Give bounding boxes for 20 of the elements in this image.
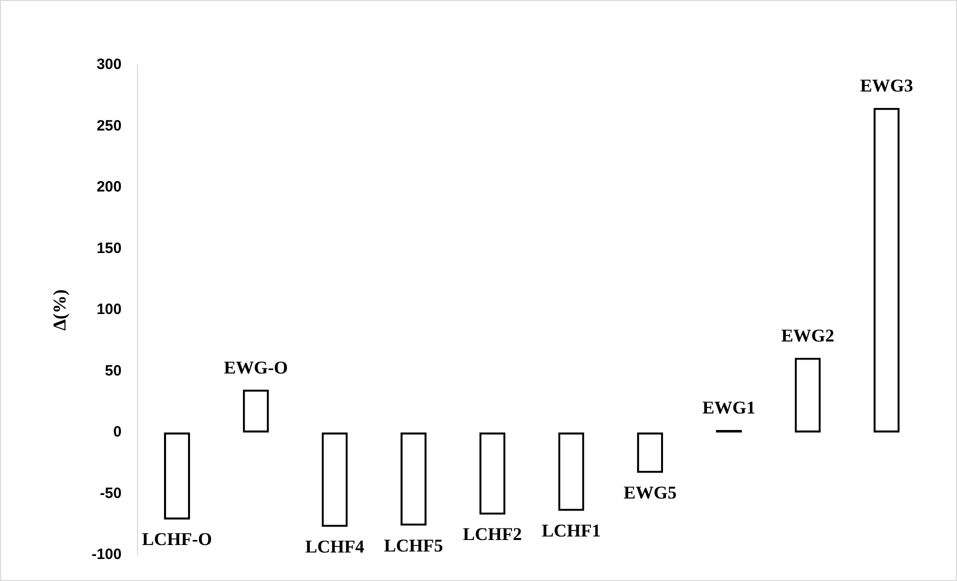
x-tick-label: EWG2 xyxy=(781,325,834,346)
x-tick-label: EWG-O xyxy=(224,357,288,378)
x-tick-label: EWG1 xyxy=(702,398,756,418)
x-tick-label: LCHF4 xyxy=(305,536,364,556)
x-tick-label: LCHF2 xyxy=(462,524,522,544)
y-tick-label: 250 xyxy=(96,117,122,134)
x-tick-label: LCHF5 xyxy=(384,535,444,556)
y-tick-label: 200 xyxy=(96,178,122,196)
x-tick-label: EWG3 xyxy=(860,76,914,96)
y-tick-label: -100 xyxy=(92,546,122,564)
y-tick-label: 100 xyxy=(96,301,122,318)
x-tick-label: EWG5 xyxy=(624,482,677,503)
y-tick-label: -50 xyxy=(100,484,122,502)
y-tick-label: 300 xyxy=(96,56,122,74)
x-tick-label: LCHF-O xyxy=(142,529,212,550)
y-axis-title: Δ(%) xyxy=(49,289,70,331)
x-tick-label: LCHF1 xyxy=(542,520,601,541)
y-tick-label: 50 xyxy=(104,362,122,380)
y-tick-label: 0 xyxy=(113,424,122,441)
y-tick-label: 150 xyxy=(96,240,122,257)
